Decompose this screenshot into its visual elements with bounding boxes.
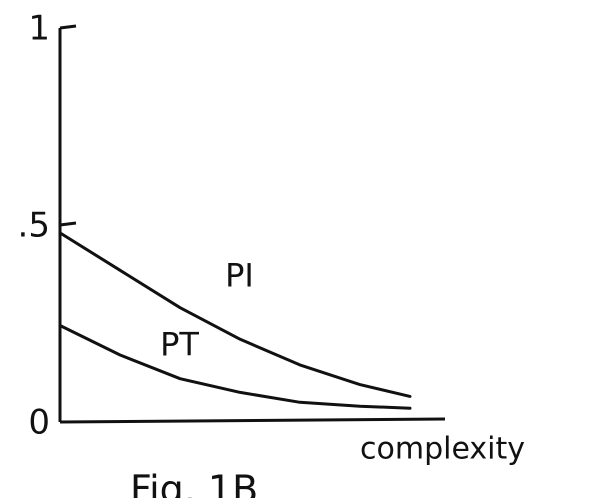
curve-label: PI: [225, 257, 254, 295]
x-axis-label: complexity: [360, 432, 525, 467]
y-tick: [59, 221, 77, 227]
figure-caption: Fig. 1B: [130, 468, 258, 498]
x-axis: [59, 417, 446, 424]
y-tick-label: .5: [18, 206, 50, 246]
curve-label: PT: [160, 326, 199, 364]
y-tick-label: 1: [28, 9, 50, 49]
y-tick-label: 0: [28, 403, 50, 443]
curve: [58, 324, 412, 410]
curve: [58, 231, 412, 398]
y-tick: [59, 24, 77, 30]
